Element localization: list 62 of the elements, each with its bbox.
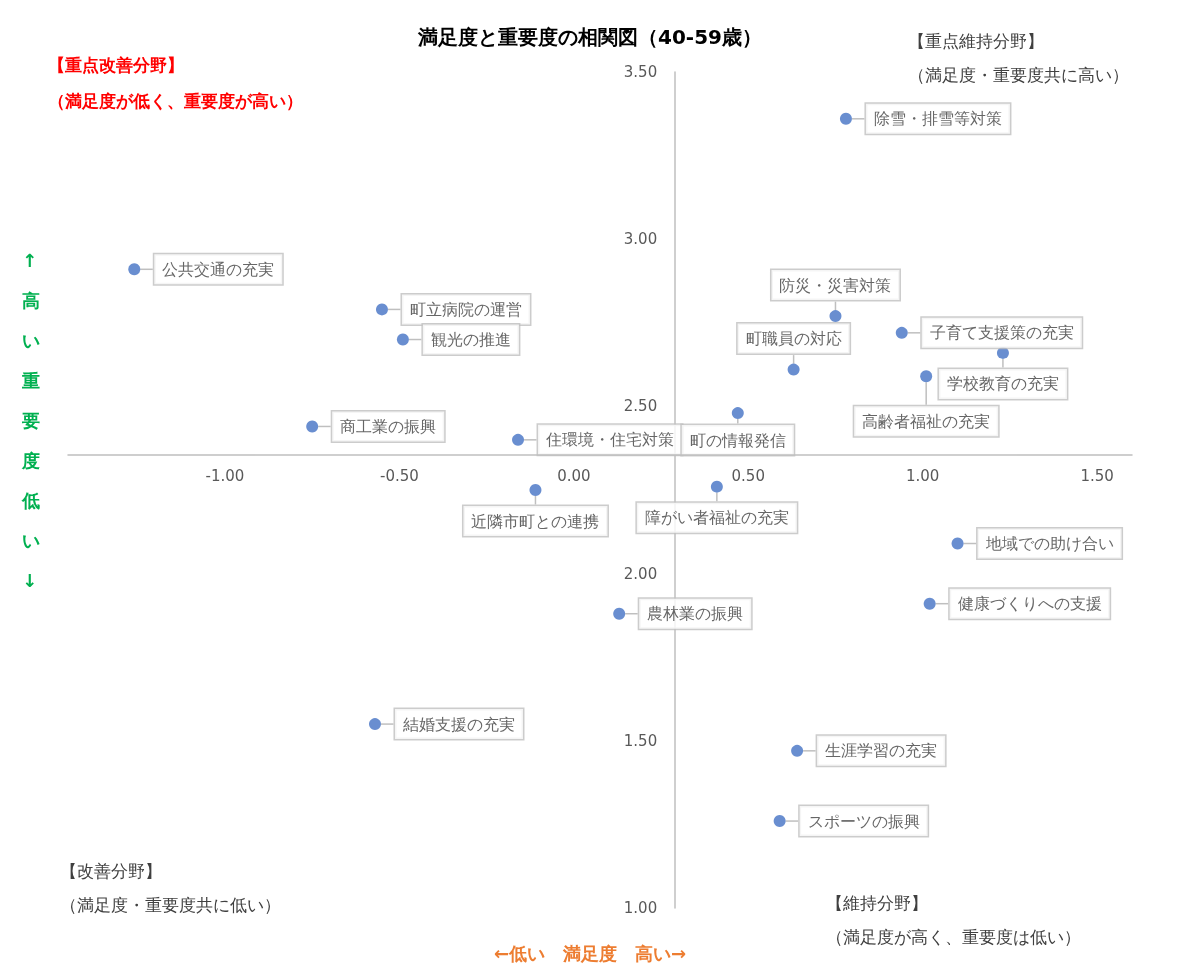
point [920,370,933,383]
data-label: 学校教育の充実 [946,374,1059,394]
annotation: （満足度・重要度共に高い） [908,64,1129,85]
point [839,112,852,125]
data-label: 地域での助け合い [984,534,1114,553]
data-label: 健康づくりへの支援 [957,594,1102,614]
data-label: 商工業の振興 [340,416,437,436]
data-label: 防災・災害対策 [779,275,892,295]
point [895,326,908,339]
data-label: 町職員の対応 [745,329,842,349]
x-tick-label: 0.00 [557,467,591,486]
x-tick-label: 1.50 [1080,467,1114,486]
point [613,607,626,620]
data-label: スポーツの振興 [807,811,920,831]
annotation: 【改善分野】 [60,860,162,881]
data-label: 障がい者福祉の充実 [644,508,789,528]
point [375,303,388,316]
point [731,407,744,420]
annotation: （満足度が低く、重要度が高い） [48,90,303,111]
point [512,433,525,446]
annotation: （満足度・重要度共に低い） [60,894,281,915]
data-label: 町立病院の運営 [409,299,522,319]
x-tick-label: 0.50 [731,467,765,486]
text: 【重点維持分野】 [908,30,1044,51]
x-tick-label: -1.00 [205,467,245,486]
point [951,537,964,550]
y-tick-label: 1.00 [623,899,658,917]
text: （満足度が高く、重要度は低い） [826,926,1081,947]
data-label: 住環境・住宅対策 [545,430,675,450]
point [791,744,804,757]
data-label: 結婚支援の充実 [401,714,515,734]
data-label: 除雪・排雪等対策 [873,109,1002,129]
text: ↑高い重要度低い↓ [22,249,40,591]
data-label: 生涯学習の充実 [825,741,938,761]
point [773,815,786,828]
data-label: 子育て支援策の充実 [929,323,1074,343]
data-label: 観光の推進 [430,330,511,350]
y-tick-label: 3.50 [623,63,658,81]
x-tick-label: 1.00 [905,467,940,486]
data-label: 近隣市町との連携 [471,511,600,531]
y-tick-label: 3.00 [623,230,658,249]
data-label: 農林業の振興 [647,604,744,624]
point [128,263,141,276]
y-tick-label: 2.50 [623,397,658,416]
point [396,333,409,346]
data-label: 町の情報発信 [689,430,786,450]
point [369,718,381,731]
x-tick-label: -0.50 [380,467,419,486]
point [529,484,542,496]
point [923,597,936,610]
point [306,420,319,433]
point [787,363,800,376]
data-label: 高齢者福祉の充実 [862,411,991,431]
y-tick-label: 1.50 [623,731,658,750]
point [710,480,723,493]
annotation: 【重点改善分野】 [48,54,184,75]
data-label: 公共交通の充実 [162,259,275,279]
x-axis-title: ←低い 満足度 高い→ [493,942,687,964]
point [829,310,842,323]
chart-title: 満足度と重要度の相関図（40-59歳） [417,25,762,49]
y-tick-label: 2.00 [623,564,658,583]
annotation: 【維持分野】 [826,892,928,913]
